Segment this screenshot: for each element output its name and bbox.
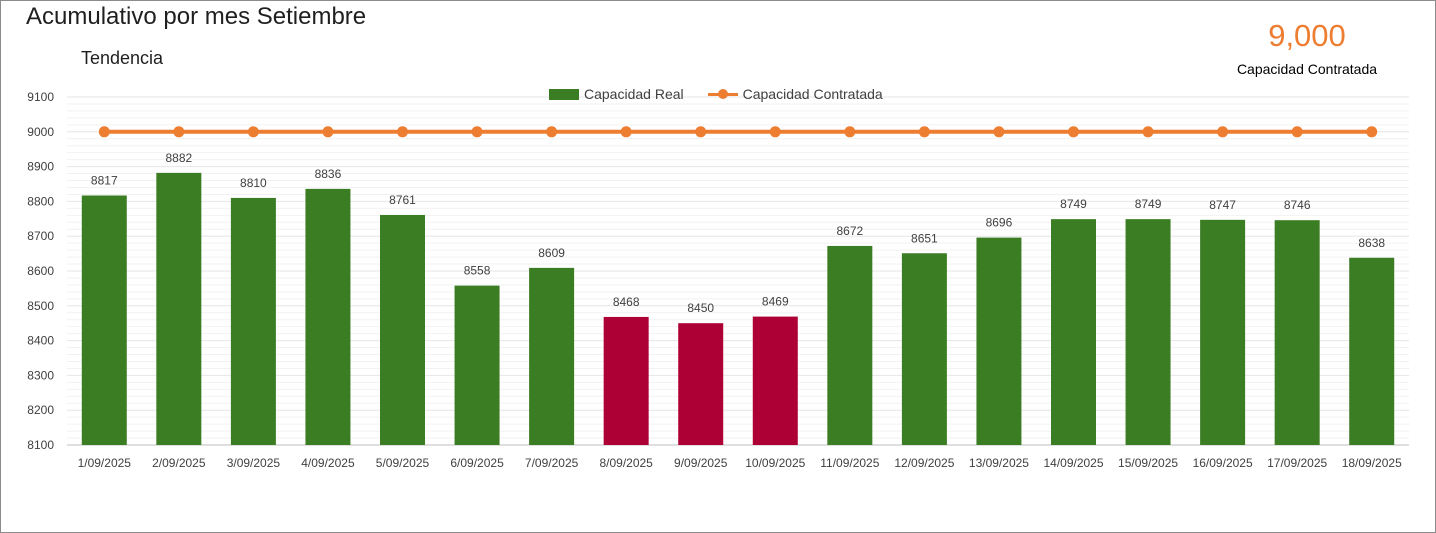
- bar: [1274, 220, 1320, 445]
- contratada-point: [1291, 126, 1303, 138]
- bar: [156, 172, 202, 445]
- contratada-point: [769, 126, 781, 138]
- legend-item-contratada[interactable]: Capacidad Contratada: [707, 86, 883, 102]
- bar: [230, 197, 276, 445]
- bar-data-label: 8672: [836, 224, 863, 238]
- contratada-point: [1068, 126, 1079, 138]
- contratada-point: [993, 126, 1005, 138]
- bar: [1051, 219, 1096, 445]
- contratada-point: [695, 126, 707, 138]
- bar: [752, 316, 798, 445]
- x-tick-label: 6/09/2025: [450, 456, 504, 470]
- contratada-point: [620, 126, 632, 138]
- bar: [827, 245, 873, 445]
- x-tick-label: 16/09/2025: [1193, 456, 1253, 470]
- bar-data-label: 8836: [315, 167, 342, 181]
- bar: [380, 214, 425, 445]
- contratada-point: [173, 126, 185, 138]
- x-tick-label: 15/09/2025: [1118, 456, 1178, 470]
- contratada-point: [1366, 126, 1378, 138]
- contratada-point: [844, 126, 856, 138]
- contratada-point: [471, 126, 483, 138]
- bar-data-label: 8558: [464, 264, 491, 278]
- bar: [1200, 219, 1246, 445]
- bar: [1349, 257, 1395, 445]
- x-tick-label: 11/09/2025: [820, 456, 879, 470]
- legend-swatch-line: [707, 88, 738, 100]
- y-tick-label: 8300: [27, 368, 54, 382]
- bar: [976, 237, 1022, 445]
- x-tick-label: 13/09/2025: [969, 456, 1029, 470]
- bar: [454, 285, 500, 445]
- y-tick-label: 8200: [27, 403, 54, 417]
- x-tick-label: 3/09/2025: [227, 456, 281, 470]
- bar-data-label: 8882: [165, 151, 192, 165]
- y-tick-label: 8100: [27, 438, 54, 452]
- legend-label-real: Capacidad Real: [584, 86, 684, 102]
- x-tick-label: 8/09/2025: [599, 456, 653, 470]
- y-tick-label: 8600: [27, 264, 54, 278]
- bar-data-label: 8749: [1135, 197, 1162, 211]
- bar-data-label: 8817: [91, 173, 118, 187]
- x-tick-label: 4/09/2025: [301, 456, 355, 470]
- bar: [529, 267, 575, 445]
- x-tick-label: 17/09/2025: [1267, 456, 1327, 470]
- contratada-point: [322, 126, 334, 138]
- x-tick-label: 1/09/2025: [78, 456, 132, 470]
- y-tick-label: 9000: [27, 125, 54, 139]
- x-tick-label: 18/09/2025: [1342, 456, 1402, 470]
- contratada-point: [98, 126, 110, 138]
- contratada-point: [1217, 126, 1229, 138]
- bar-data-label: 8810: [240, 176, 267, 190]
- x-tick-label: 7/09/2025: [525, 456, 579, 470]
- kpi-value: 9,000: [1268, 18, 1346, 53]
- legend-swatch-bar: [549, 88, 579, 100]
- y-tick-label: 8400: [27, 334, 54, 348]
- bar-data-label: 8747: [1209, 198, 1236, 212]
- contratada-point: [546, 126, 558, 138]
- bar-data-label: 8696: [986, 216, 1013, 230]
- chart-subtitle: Tendencia: [81, 48, 164, 68]
- x-tick-label: 2/09/2025: [152, 456, 206, 470]
- legend-item-real[interactable]: Capacidad Real: [549, 86, 684, 102]
- y-tick-label: 9100: [27, 90, 54, 104]
- contratada-point: [247, 126, 259, 138]
- bar: [678, 323, 724, 445]
- y-tick-label: 8700: [27, 229, 54, 243]
- bar-data-label: 8609: [538, 246, 565, 260]
- x-tick-label: 9/09/2025: [674, 456, 728, 470]
- chart-legend: Capacidad Real Capacidad Contratada: [549, 86, 907, 102]
- bar: [305, 188, 351, 445]
- y-tick-label: 8900: [27, 160, 54, 174]
- contratada-point: [397, 126, 408, 138]
- x-tick-label: 10/09/2025: [745, 456, 805, 470]
- contratada-point: [1142, 126, 1154, 138]
- bar: [901, 253, 947, 445]
- bar-data-label: 8749: [1060, 197, 1087, 211]
- bar: [81, 195, 127, 445]
- x-tick-label: 12/09/2025: [894, 456, 954, 470]
- legend-label-contratada: Capacidad Contratada: [742, 86, 883, 102]
- bar-data-label: 8450: [687, 301, 714, 315]
- x-tick-label: 5/09/2025: [376, 456, 430, 470]
- bar: [1125, 219, 1171, 445]
- y-tick-label: 8800: [27, 194, 54, 208]
- bar-data-label: 8761: [389, 193, 416, 207]
- y-tick-label: 8500: [27, 299, 54, 313]
- bar-data-label: 8746: [1284, 198, 1311, 212]
- bar-data-label: 8468: [613, 295, 640, 309]
- bar-data-label: 8638: [1358, 236, 1385, 250]
- chart-title: Acumulativo por mes Setiembre: [26, 3, 367, 30]
- kpi-label: Capacidad Contratada: [1236, 61, 1378, 77]
- contratada-point: [918, 126, 930, 138]
- bar-data-label: 8469: [762, 295, 789, 309]
- bar: [603, 316, 649, 445]
- x-tick-label: 14/09/2025: [1043, 456, 1103, 470]
- bar-data-label: 8651: [911, 231, 938, 245]
